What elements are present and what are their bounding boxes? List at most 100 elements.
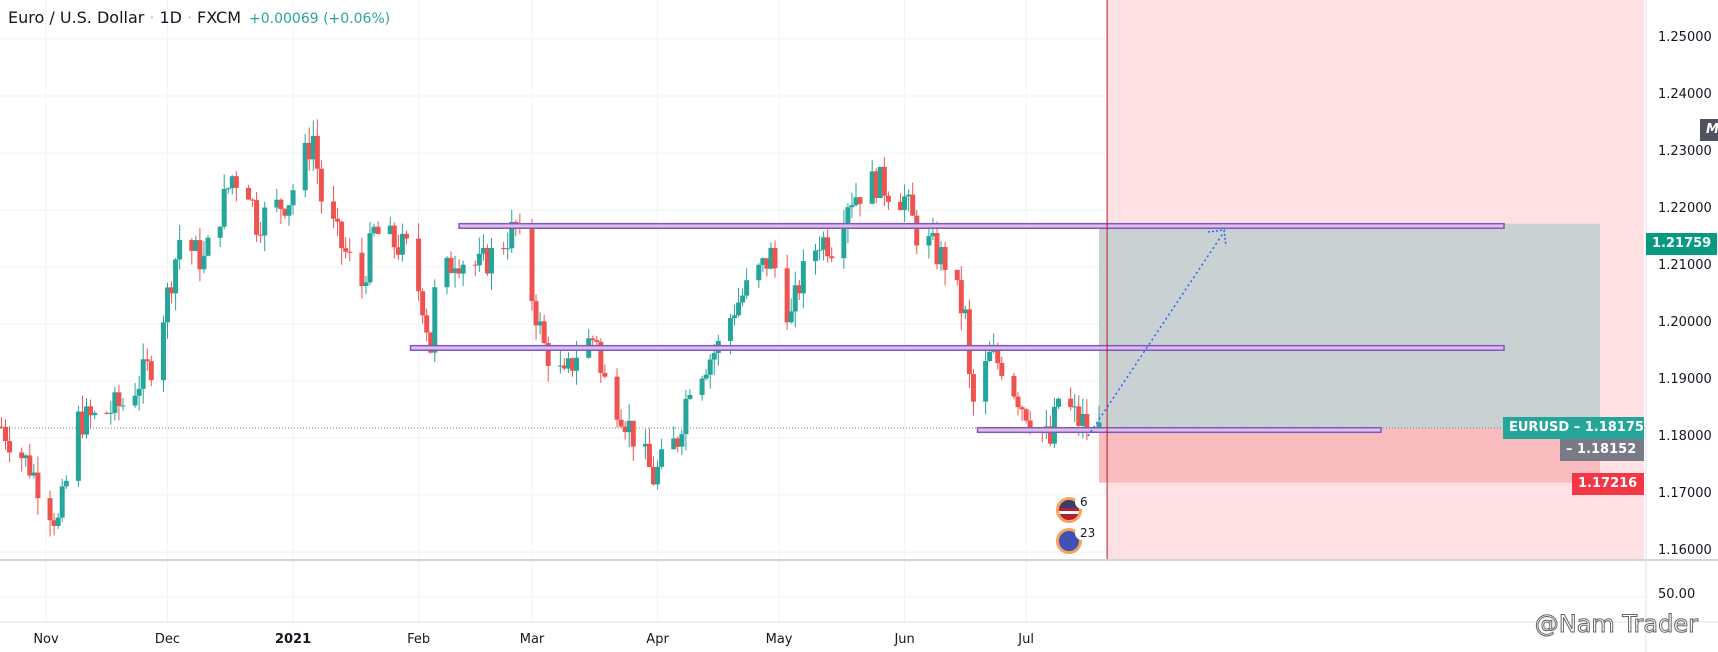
candle-body xyxy=(221,188,227,227)
date-tick-label: Apr xyxy=(646,632,669,647)
candle-body xyxy=(885,195,891,202)
candle-body xyxy=(278,199,284,210)
candle-body xyxy=(84,406,89,435)
candle-body xyxy=(140,359,146,389)
watermark: @Nam Trader xyxy=(1534,610,1698,639)
candle-body xyxy=(958,280,964,314)
interval[interactable]: 1D xyxy=(159,8,182,27)
candle-body xyxy=(756,264,762,281)
price-tick-label: 1.22000 xyxy=(1658,201,1712,216)
candle-body xyxy=(768,247,774,269)
candle-body xyxy=(1011,375,1017,397)
symbol-title[interactable]: Euro / U.S. Dollar xyxy=(8,8,145,27)
exchange: FXCM xyxy=(197,8,242,27)
symbol-label: EURUSD xyxy=(1509,420,1570,435)
date-tick-label: Jun xyxy=(894,632,915,647)
candle-body xyxy=(1023,409,1029,421)
date-tick-label: May xyxy=(765,632,793,647)
candle-body xyxy=(165,287,170,323)
candle-body xyxy=(387,225,393,234)
candle-body xyxy=(306,142,312,160)
candle-body xyxy=(262,207,268,236)
candle-body xyxy=(727,318,733,341)
candle-body xyxy=(391,225,397,248)
candle-body xyxy=(764,258,770,269)
gray-price-tag: – 1.18152 xyxy=(1560,439,1644,461)
candle-body xyxy=(7,441,13,453)
candle-body xyxy=(707,359,713,375)
candle-body xyxy=(31,472,37,476)
candle-body xyxy=(448,257,454,274)
price-tick-label: 1.25000 xyxy=(1658,30,1712,45)
candle-body xyxy=(1019,407,1025,410)
candle-body xyxy=(849,205,855,208)
candle-body xyxy=(108,412,114,414)
candle-body xyxy=(367,233,373,283)
candle-body xyxy=(1076,406,1082,426)
candle-body xyxy=(432,287,438,353)
support-resistance-zone xyxy=(409,344,1505,351)
forecast-arrow xyxy=(1087,231,1225,437)
candle-body xyxy=(55,517,61,526)
event-count: 23 xyxy=(1075,526,1101,540)
candle-body xyxy=(472,264,478,266)
candle-body xyxy=(800,261,806,294)
candle-body xyxy=(679,434,685,447)
candle-body xyxy=(424,315,430,333)
candle-body xyxy=(339,221,345,249)
candle-body xyxy=(630,420,636,447)
date-tick-label: Dec xyxy=(154,632,181,647)
candle-body xyxy=(902,196,908,211)
symbol-header: Euro / U.S. Dollar · 1D · FXCM +0.00069 (+0.0… xyxy=(8,8,391,27)
candle-body xyxy=(112,392,118,413)
candle-body xyxy=(934,233,940,265)
candle-body xyxy=(983,361,989,402)
candle-body xyxy=(614,376,620,420)
candle-body xyxy=(760,258,766,265)
candle-body xyxy=(63,480,69,487)
candle-body xyxy=(598,341,604,373)
candle-body xyxy=(659,449,665,467)
candle-body xyxy=(533,301,539,326)
candle-body xyxy=(286,205,292,216)
price-tick-label: 1.18000 xyxy=(1658,429,1712,444)
candle-body xyxy=(246,187,251,200)
candle-body xyxy=(282,209,288,216)
candle-body xyxy=(740,295,746,303)
candle-body xyxy=(480,247,486,254)
candle-body xyxy=(545,343,551,366)
eu-flag-icon[interactable] xyxy=(1056,528,1082,554)
candle-body xyxy=(966,309,972,375)
candle-body xyxy=(857,197,863,204)
candle-body xyxy=(594,340,600,342)
price-tick-label: 1.23000 xyxy=(1658,144,1712,159)
candle-body xyxy=(75,411,81,481)
candle-body xyxy=(703,374,709,379)
candle-body xyxy=(1084,413,1090,428)
date-tick-label: Nov xyxy=(33,632,59,647)
price-tick-label: 1.20000 xyxy=(1658,315,1712,330)
candle-body xyxy=(1068,398,1074,408)
indicator-level-label: 50.00 xyxy=(1658,587,1696,602)
price-tick-label: 1.21000 xyxy=(1658,258,1712,273)
candle-body xyxy=(363,282,369,287)
stop-price-tag: 1.17216 xyxy=(1572,473,1644,495)
candle-body xyxy=(23,455,29,459)
gray-price: 1.18152 xyxy=(1577,442,1637,457)
candle-body xyxy=(537,321,543,326)
price-tick-label: 1.16000 xyxy=(1658,543,1712,558)
candle-body xyxy=(501,247,507,250)
candle-body xyxy=(618,419,624,427)
candle-body xyxy=(35,472,41,499)
date-tick-label: Jul xyxy=(1018,632,1034,647)
candle-body xyxy=(116,392,122,406)
candle-body xyxy=(274,199,280,208)
candle-body xyxy=(1027,420,1033,430)
candle-body xyxy=(1051,406,1057,444)
candle-body xyxy=(877,166,883,198)
candle-body xyxy=(177,239,183,260)
candle-body xyxy=(47,498,53,521)
m-badge[interactable]: M xyxy=(1700,119,1718,141)
candle-body xyxy=(898,201,904,211)
